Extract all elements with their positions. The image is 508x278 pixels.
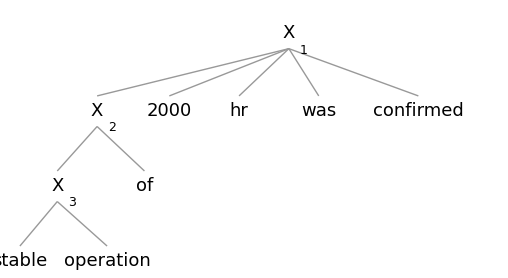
Text: X: X [282, 24, 295, 42]
Text: 2: 2 [108, 121, 116, 134]
Text: was: was [301, 102, 336, 120]
Text: stable: stable [0, 252, 48, 270]
Text: operation: operation [64, 252, 150, 270]
Text: confirmed: confirmed [373, 102, 464, 120]
Text: 2000: 2000 [147, 102, 192, 120]
Text: 1: 1 [300, 44, 308, 56]
Text: of: of [136, 177, 153, 195]
Text: X: X [91, 102, 103, 120]
Text: 3: 3 [68, 197, 76, 209]
Text: X: X [51, 177, 64, 195]
Text: hr: hr [230, 102, 248, 120]
